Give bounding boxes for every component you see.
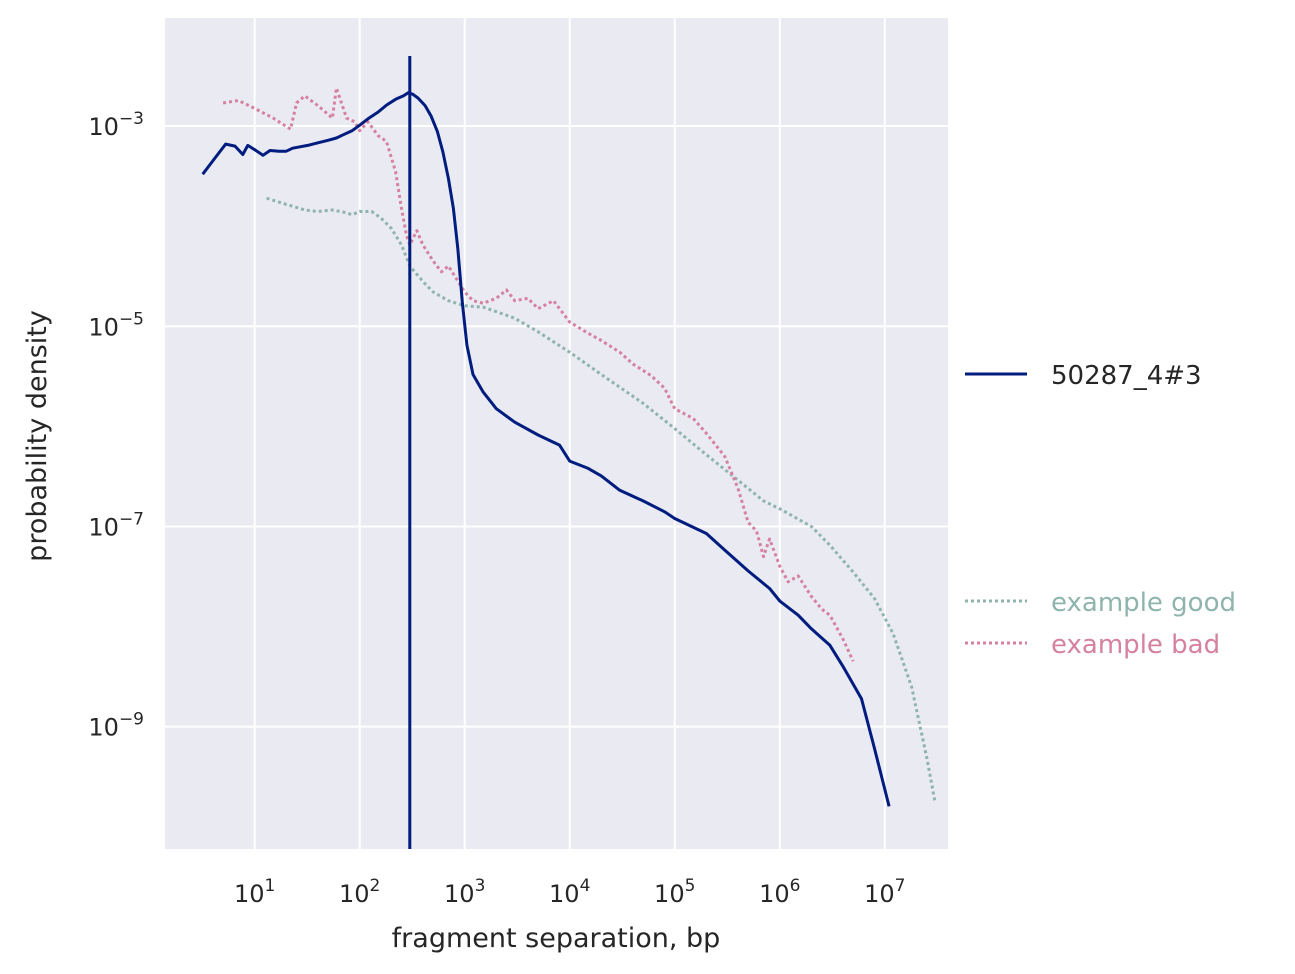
series-layer bbox=[201, 86, 937, 807]
y-axis-label: probability density bbox=[22, 310, 53, 562]
x-axis-label: fragment separation, bp bbox=[392, 923, 721, 954]
x-tick-label-4: 105 bbox=[654, 876, 695, 908]
y-tick-label-3: 10−9 bbox=[88, 710, 144, 742]
y-tick-label-0: 10−3 bbox=[88, 109, 144, 141]
y-tick-labels: 10−3 10−5 10−7 10−9 bbox=[88, 109, 144, 742]
y-tick-label-1: 10−5 bbox=[88, 309, 144, 341]
legend-label-series-0: 50287_4#3 bbox=[1051, 361, 1202, 391]
plot-background bbox=[165, 18, 948, 849]
legend-label-series-1: example good bbox=[1051, 588, 1236, 618]
x-tick-label-2: 103 bbox=[444, 876, 485, 908]
y-tick-label-2: 10−7 bbox=[88, 509, 144, 541]
x-tick-label-0: 101 bbox=[234, 876, 275, 908]
series-line-0 bbox=[201, 91, 891, 807]
x-tick-label-5: 106 bbox=[759, 876, 800, 908]
x-tick-label-3: 104 bbox=[549, 876, 590, 908]
x-tick-label-1: 102 bbox=[339, 876, 380, 908]
legend: 50287_4#3 example good example bad bbox=[965, 361, 1236, 660]
legend-label-series-2: example bad bbox=[1051, 630, 1220, 660]
grid bbox=[165, 18, 948, 849]
series-line-1 bbox=[266, 196, 937, 802]
x-tick-label-6: 107 bbox=[864, 876, 905, 908]
x-tick-labels: 101 102 103 104 105 106 107 bbox=[234, 876, 905, 908]
series-line-2 bbox=[222, 86, 855, 662]
